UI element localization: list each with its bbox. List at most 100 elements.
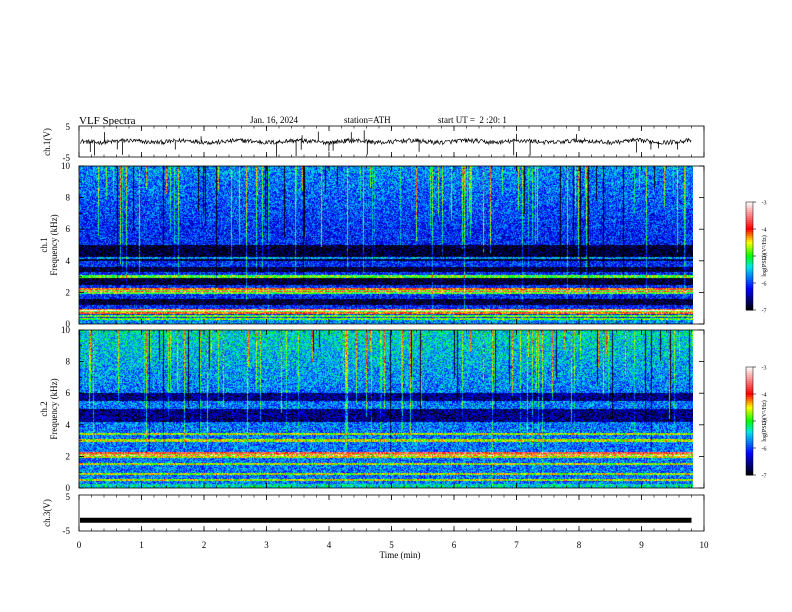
ch1-colorbar-segment bbox=[746, 216, 753, 219]
ch1-spectrogram-ytick-label: 6 bbox=[66, 224, 71, 234]
ch1-colorbar-segment bbox=[746, 250, 753, 253]
ch2-colorbar-segment bbox=[746, 421, 753, 424]
ch2-colorbar-label: log(PSD)(V²/Hz) bbox=[761, 400, 768, 441]
ch2-colorbar-segment bbox=[746, 441, 753, 444]
ch2-colorbar-segment bbox=[746, 433, 753, 436]
ch1-colorbar-segment bbox=[746, 290, 753, 293]
ch3-waveform-frame bbox=[78, 494, 705, 532]
ch1-colorbar: -3 -4 -5 -6 -7 log(PSD)(V²/Hz) bbox=[745, 201, 768, 315]
ch1-colorbar-segment bbox=[746, 220, 753, 223]
ch1-colorbar-segment bbox=[746, 236, 753, 239]
ch2-colorbar-segment bbox=[746, 463, 753, 466]
ch1-colorbar-segment bbox=[746, 282, 753, 285]
time-axis-tick-label: 6 bbox=[452, 540, 457, 550]
ch1-colorbar-segment bbox=[746, 284, 753, 287]
ch1-ytick-bottom: -5 bbox=[63, 153, 71, 163]
ch1-colorbar-segment bbox=[746, 204, 753, 207]
ch2-spectrogram-ytick-label: 2 bbox=[66, 451, 71, 461]
time-axis-tick-label: 3 bbox=[264, 540, 269, 550]
ch2-colorbar-segment bbox=[746, 435, 753, 438]
ch1-colorbar-segment bbox=[746, 254, 753, 257]
ch1-colorbar-segment bbox=[746, 258, 753, 261]
ch2-frequency-ticks: 0 2 4 6 8 10 bbox=[61, 325, 704, 493]
ch1-colorbar-segment bbox=[746, 286, 753, 289]
ch2-colorbar-segment bbox=[746, 465, 753, 468]
ch1-colorbar-segment bbox=[746, 252, 753, 255]
ch2-colorbar-segment bbox=[746, 409, 753, 412]
ch1-waveform-spikes bbox=[89, 130, 678, 157]
time-axis: 0 1 2 3 4 5 6 7 8 9 10 bbox=[77, 126, 709, 550]
ch2-colorbar-segment bbox=[746, 427, 753, 430]
ch1-colorbar-segment bbox=[746, 274, 753, 277]
ch1-colorbar-segment bbox=[746, 212, 753, 215]
station-label: station=ATH bbox=[344, 115, 391, 125]
ch2-colorbar-tick-label: -3 bbox=[762, 366, 767, 372]
ch1-colorbar-segment bbox=[746, 246, 753, 249]
ch2-colorbar-segment bbox=[746, 371, 753, 374]
time-axis-tick-label: 2 bbox=[202, 540, 207, 550]
ch2-colorbar-segment bbox=[746, 445, 753, 448]
ch2-colorbar-segment bbox=[746, 429, 753, 432]
ch2-spectrogram-ylabel-frequency: Frequency (kHz) bbox=[49, 378, 59, 439]
ch2-colorbar-segment bbox=[746, 375, 753, 378]
ch2-spectrogram-ytick-label: 6 bbox=[66, 388, 71, 398]
start-ut-label: start UT = 2 :20: 1 bbox=[438, 115, 507, 125]
ch2-colorbar-segment bbox=[746, 455, 753, 458]
ch1-colorbar-segment bbox=[746, 248, 753, 251]
ch1-colorbar-segment bbox=[746, 294, 753, 297]
ch1-colorbar-segment bbox=[746, 266, 753, 269]
ch1-colorbar-segment bbox=[746, 222, 753, 225]
ch2-spectrogram-ylabel-channel: ch.2 bbox=[39, 401, 49, 416]
ch2-colorbar-segment bbox=[746, 385, 753, 388]
ch2-colorbar-segment bbox=[746, 401, 753, 404]
ch1-colorbar-segment bbox=[746, 230, 753, 233]
ch3-ytick-bottom: -5 bbox=[63, 526, 71, 536]
ch1-colorbar-segment bbox=[746, 262, 753, 265]
ch1-colorbar-segment bbox=[746, 308, 753, 311]
ch1-spectrogram-ytick-label: 2 bbox=[66, 287, 71, 297]
ch2-colorbar-segment bbox=[746, 467, 753, 470]
time-axis-tick-label: 1 bbox=[139, 540, 144, 550]
ch1-colorbar-tick-label: -5 bbox=[762, 255, 767, 261]
ch1-colorbar-segment bbox=[746, 304, 753, 307]
ch2-spectrogram-panel: 0 2 4 6 8 10 ch.2 Frequency (kHz) bbox=[39, 325, 705, 493]
ch2-colorbar-segment bbox=[746, 367, 753, 370]
ch2-colorbar-segment bbox=[746, 377, 753, 380]
ch2-colorbar-segment bbox=[746, 395, 753, 398]
ch2-colorbar-segment bbox=[746, 473, 753, 476]
ch2-colorbar-segment bbox=[746, 451, 753, 454]
ch1-colorbar-segment bbox=[746, 306, 753, 309]
ch2-colorbar-segment bbox=[746, 423, 753, 426]
ch1-colorbar-segment bbox=[746, 270, 753, 273]
ch2-colorbar-segment bbox=[746, 403, 753, 406]
ch1-colorbar-segment bbox=[746, 260, 753, 263]
ch3-ytick-top: 5 bbox=[66, 492, 71, 502]
ch1-colorbar-segment bbox=[746, 256, 753, 259]
ch1-colorbar-tick-label: -6 bbox=[762, 282, 767, 288]
ch2-colorbar-segment bbox=[746, 417, 753, 420]
ch2-spectrogram-ytick-label: 8 bbox=[66, 357, 71, 367]
ch2-colorbar-tick-label: -4 bbox=[762, 393, 767, 399]
time-axis-tick-label: 7 bbox=[514, 540, 519, 550]
ch2-colorbar-segment bbox=[746, 447, 753, 450]
ch1-colorbar-tick-label: -3 bbox=[762, 201, 767, 207]
ch2-colorbar-tick-label: -7 bbox=[762, 474, 767, 480]
ch1-frequency-ticks: 0 2 4 6 8 10 bbox=[61, 161, 704, 329]
ch1-colorbar-tick-label: -4 bbox=[762, 228, 767, 234]
ch2-colorbar-segment bbox=[746, 379, 753, 382]
ch1-colorbar-segment bbox=[746, 228, 753, 231]
ch1-colorbar-segment bbox=[746, 244, 753, 247]
ch1-colorbar-segment bbox=[746, 206, 753, 209]
ch2-colorbar-segment bbox=[746, 453, 753, 456]
ch1-colorbar-segment bbox=[746, 208, 753, 211]
ch2-colorbar-segment bbox=[746, 393, 753, 396]
ch2-colorbar-tick-label: -5 bbox=[762, 420, 767, 426]
time-axis-tick-label: 5 bbox=[389, 540, 394, 550]
ch1-colorbar-segment bbox=[746, 224, 753, 227]
ch1-spectrogram-ylabel-frequency: Frequency (kHz) bbox=[49, 214, 59, 275]
ch2-colorbar-segment bbox=[746, 425, 753, 428]
ch1-colorbar-segment bbox=[746, 296, 753, 299]
ch1-colorbar-segment bbox=[746, 292, 753, 295]
ch2-colorbar-segment bbox=[746, 381, 753, 384]
ch1-spectrogram-image bbox=[79, 166, 693, 324]
